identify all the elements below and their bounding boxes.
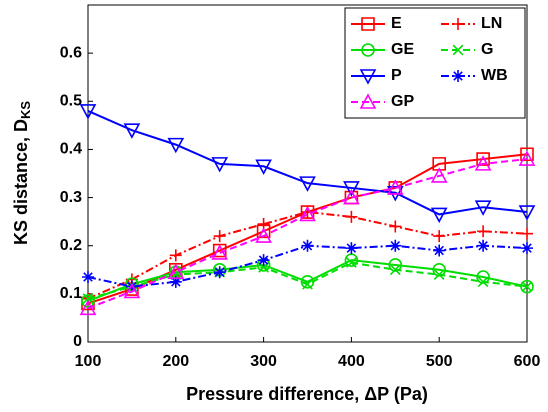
marker [386, 179, 404, 195]
marker [255, 227, 272, 243]
legend-label: G [481, 41, 493, 58]
marker [521, 242, 533, 255]
legend-label: E [391, 15, 402, 32]
marker [343, 188, 360, 205]
marker [389, 220, 402, 233]
marker [299, 205, 316, 222]
marker [389, 239, 402, 252]
marker [211, 244, 229, 260]
y-tick-label: 0.5 [60, 93, 82, 110]
series-line [87, 261, 528, 300]
marker [476, 152, 490, 166]
y-tick-label: 0 [73, 333, 82, 350]
marker [255, 159, 272, 175]
legend-marker [359, 93, 377, 109]
marker [430, 207, 448, 224]
marker [343, 181, 360, 197]
legend-marker [452, 70, 464, 82]
marker [474, 155, 492, 171]
marker [433, 269, 445, 280]
x-tick-label: 100 [75, 353, 102, 370]
marker [432, 262, 447, 277]
marker [82, 271, 94, 284]
marker [299, 176, 316, 192]
marker [256, 224, 271, 239]
marker [474, 200, 492, 216]
marker [476, 270, 490, 284]
y-tick-label: 0.3 [60, 189, 82, 206]
marker [169, 249, 182, 262]
marker [432, 157, 446, 171]
marker [344, 253, 359, 267]
y-tick-label: 0.4 [60, 141, 82, 158]
marker [211, 157, 229, 173]
marker [82, 293, 94, 305]
marker [520, 147, 534, 162]
series-line [87, 210, 528, 300]
marker [169, 275, 182, 288]
y-tick-label: 0.2 [60, 237, 82, 254]
y-axis-label-main: KS distance, D [11, 119, 31, 245]
x-tick-label: 200 [162, 353, 189, 370]
series-line [87, 158, 528, 310]
legend-box [344, 7, 526, 119]
x-tick-label: 500 [426, 353, 453, 370]
marker [301, 239, 314, 252]
marker [123, 123, 141, 139]
marker [477, 239, 490, 252]
marker [345, 210, 358, 223]
marker [123, 282, 141, 299]
marker [477, 225, 490, 238]
marker [388, 258, 403, 272]
marker [79, 299, 97, 316]
marker [521, 227, 533, 240]
marker [125, 280, 138, 293]
legend-marker [361, 17, 375, 31]
x-tick-label: 400 [338, 353, 365, 370]
legend-marker [359, 69, 377, 85]
y-tick-label: 0.1 [60, 285, 82, 302]
marker [518, 150, 536, 166]
series-line [87, 109, 528, 216]
marker [389, 264, 401, 276]
y-axis-label-subscript: KS [18, 101, 33, 119]
series-line [87, 259, 528, 303]
marker [257, 254, 270, 267]
x-axis-label: Pressure difference, ΔP (Pa) [186, 384, 428, 404]
legend-label: WB [481, 67, 508, 84]
legend-marker [452, 44, 464, 56]
y-tick-label: 0.6 [60, 44, 82, 61]
legend-label: LN [481, 15, 502, 32]
marker [433, 230, 446, 243]
marker [430, 167, 448, 183]
marker [213, 230, 226, 243]
marker [167, 263, 185, 279]
legend-label: GP [391, 93, 414, 110]
legend-marker [452, 18, 464, 30]
marker [521, 281, 533, 293]
marker [346, 257, 357, 268]
plot-frame [87, 4, 528, 343]
legend-label: GE [391, 41, 414, 58]
marker [477, 276, 489, 288]
legend-marker [361, 43, 375, 57]
marker [518, 205, 536, 221]
marker [167, 137, 185, 154]
marker [345, 242, 358, 255]
marker [213, 266, 226, 279]
x-tick-label: 600 [514, 353, 541, 370]
legend-label: P [391, 67, 402, 84]
marker [433, 244, 446, 257]
y-axis-label: KS distance, DKS [11, 101, 34, 245]
marker [302, 278, 313, 290]
marker [79, 104, 97, 120]
marker [81, 294, 95, 308]
x-tick-label: 300 [250, 353, 277, 370]
